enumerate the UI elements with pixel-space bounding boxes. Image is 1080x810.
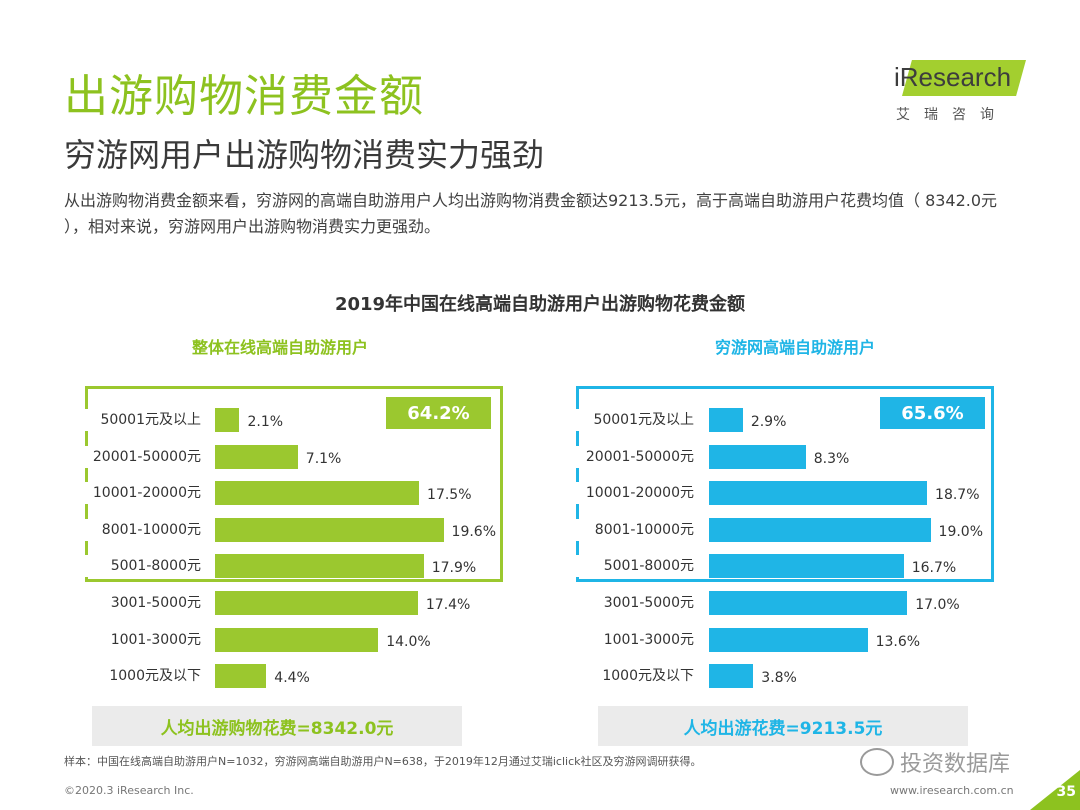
right-value-label: 16.7% — [911, 560, 957, 577]
right-category-label: 1001-3000元 — [576, 628, 694, 651]
right-value-label: 3.8% — [761, 670, 797, 687]
right-bar — [709, 481, 928, 506]
right-bar — [709, 444, 806, 469]
right-category-label: 5001-8000元 — [576, 555, 694, 578]
left-bar — [215, 444, 298, 469]
chart-title: 2019年中国在线高端自助游用户出游购物花费金额 — [334, 294, 746, 315]
right-panel-title: 穷游网高端自助游用户 — [714, 338, 875, 357]
right-value-label: 8.3% — [813, 450, 850, 467]
page-subtitle: 穷游网用户出游购物消费实力强劲 — [64, 136, 545, 174]
left-average-box: 人均出游购物花费=8342.0元 — [92, 706, 462, 746]
page-title: 出游购物消费金额 — [64, 71, 424, 122]
left-category-label: 20001-50000元 — [83, 445, 201, 468]
left-bar — [215, 408, 240, 432]
left-value-label: 7.1% — [305, 450, 342, 467]
right-value-label: 17.0% — [915, 597, 960, 613]
left-category-label: 10001-20000元 — [83, 482, 201, 505]
left-category-label: 8001-10000元 — [83, 518, 201, 541]
right-value-label: 2.9% — [750, 414, 787, 430]
left-value-label: 4.4% — [274, 670, 310, 687]
right-bar — [709, 664, 754, 689]
left-category-label: 5001-8000元 — [83, 555, 201, 578]
right-category-label: 3001-5000元 — [576, 592, 694, 614]
right-bar — [709, 517, 931, 542]
right-value-label: 13.6% — [875, 633, 921, 650]
right-bar — [709, 408, 743, 432]
right-category-label: 20001-50000元 — [576, 445, 694, 468]
left-bar — [215, 627, 379, 652]
website-url: www.iresearch.com.cn — [890, 784, 1014, 797]
right-value-label: 18.7% — [935, 487, 980, 504]
left-value-label: 17.5% — [427, 487, 472, 504]
right-category-label: 10001-20000元 — [576, 482, 694, 505]
right-bar — [709, 591, 908, 615]
left-value-label: 2.1% — [247, 414, 284, 430]
right-value-label: 19.0% — [938, 523, 984, 540]
left-value-label: 17.9% — [431, 560, 477, 577]
left-category-label: 50001元及以上 — [83, 409, 201, 431]
left-category-label: 1000元及以下 — [83, 665, 201, 688]
right-bar — [709, 627, 868, 652]
iresearch-logo: iResearch 艾瑞咨询 — [890, 58, 1030, 128]
left-panel-title: 整体在线高端自助游用户 — [191, 338, 368, 357]
left-bar — [215, 554, 424, 579]
left-category-label: 1001-3000元 — [83, 628, 201, 651]
copyright: ©2020.3 iResearch Inc. — [64, 784, 194, 797]
left-share-badge: 64.2% — [386, 397, 491, 429]
left-value-label: 19.6% — [451, 523, 497, 540]
right-average-box: 人均出游花费=9213.5元 — [598, 706, 968, 746]
wechat-icon — [860, 748, 894, 776]
logo-text: iResearch — [894, 62, 1012, 92]
right-share-badge: 65.6% — [880, 397, 985, 429]
right-bar — [709, 554, 904, 579]
watermark-text: 投资数据库 — [900, 752, 1011, 777]
left-bar — [215, 517, 444, 542]
left-category-label: 3001-5000元 — [83, 592, 201, 614]
left-bar — [215, 481, 420, 506]
sample-note: 样本：中国在线高端自助游用户N=1032，穷游网高端自助游用户N=638，于20… — [64, 755, 702, 768]
left-value-label: 14.0% — [386, 633, 431, 650]
logo-chinese-text: 艾瑞咨询 — [896, 107, 1008, 123]
right-category-label: 8001-10000元 — [576, 518, 694, 541]
left-bar — [215, 664, 267, 689]
page-number: 35 — [1056, 784, 1076, 800]
description-text: 从出游购物消费金额来看，穷游网的高端自助游用户人均出游购物消费金额达9213.5… — [64, 191, 998, 236]
right-category-label: 50001元及以上 — [576, 409, 694, 431]
left-bar — [215, 591, 418, 615]
right-category-label: 1000元及以下 — [576, 665, 694, 688]
watermark: 投资数据库 — [860, 746, 1010, 778]
left-value-label: 17.4% — [425, 597, 471, 613]
logo-band — [902, 60, 1026, 96]
